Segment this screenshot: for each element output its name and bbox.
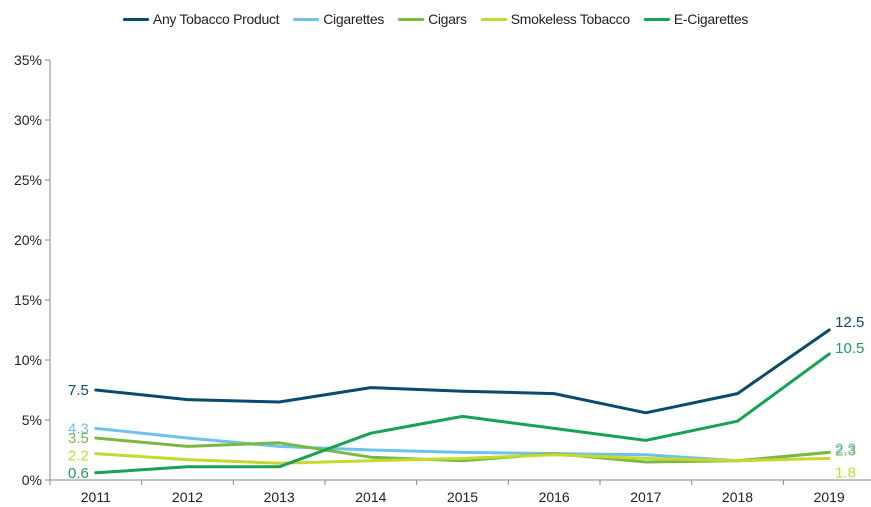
series-line-e-cigarettes [94, 352, 831, 475]
legend-label: Any Tobacco Product [152, 11, 280, 27]
legend-item-cigars: Cigars [398, 11, 467, 27]
legend-swatch [122, 17, 149, 21]
data-label-end: 10.5 [835, 340, 864, 357]
y-tick-label: 5% [22, 412, 42, 428]
y-tick-label: 20% [14, 232, 42, 248]
x-tick-label: 2018 [722, 489, 753, 505]
legend-item-e-cigarettes: E-Cigarettes [643, 11, 749, 27]
y-tick-label: 15% [14, 292, 42, 308]
x-tick-label: 2019 [814, 489, 845, 505]
x-tick-label: 2012 [172, 489, 203, 505]
legend-item-any-tobacco: Any Tobacco Product [122, 11, 280, 27]
x-tick-label: 2016 [539, 489, 570, 505]
legend-swatch [480, 17, 507, 21]
x-tick-label: 2013 [264, 489, 295, 505]
series-line-smokeless-tobacco [94, 452, 831, 465]
x-tick-label: 2014 [355, 489, 386, 505]
legend-swatch [398, 17, 425, 21]
data-label-start: 0.6 [68, 465, 89, 482]
data-label-end: 2.3 [835, 440, 856, 457]
x-tick-label: 2017 [630, 489, 661, 505]
series-line-any-tobacco-product [94, 328, 831, 415]
data-label-end: 1.8 [835, 464, 856, 481]
data-label-start: 4.3 [68, 420, 89, 437]
legend-item-smokeless: Smokeless Tobacco [480, 11, 630, 27]
x-tick-label: 2015 [447, 489, 478, 505]
data-label-end: 2.3 [835, 442, 856, 459]
legend-swatch [643, 17, 670, 21]
data-label-start: 3.5 [68, 430, 89, 447]
legend-label: Cigars [428, 11, 467, 27]
chart-legend: Any Tobacco Product Cigarettes Cigars Sm… [0, 8, 871, 30]
y-tick-label: 30% [14, 112, 42, 128]
data-label-start: 7.5 [68, 382, 89, 399]
legend-label: E-Cigarettes [673, 11, 749, 27]
legend-label: Cigarettes [323, 11, 385, 27]
legend-swatch [293, 17, 320, 21]
y-tick-label: 25% [14, 172, 42, 188]
data-label-start: 2.2 [68, 448, 89, 465]
y-tick-label: 0% [22, 472, 42, 488]
data-label-end: 12.5 [835, 314, 864, 331]
y-tick-label: 35% [14, 52, 42, 68]
legend-label: Smokeless Tobacco [510, 11, 630, 27]
x-tick-label: 2011 [81, 489, 111, 505]
legend-item-cigarettes: Cigarettes [293, 11, 384, 27]
y-tick-label: 10% [14, 352, 42, 368]
